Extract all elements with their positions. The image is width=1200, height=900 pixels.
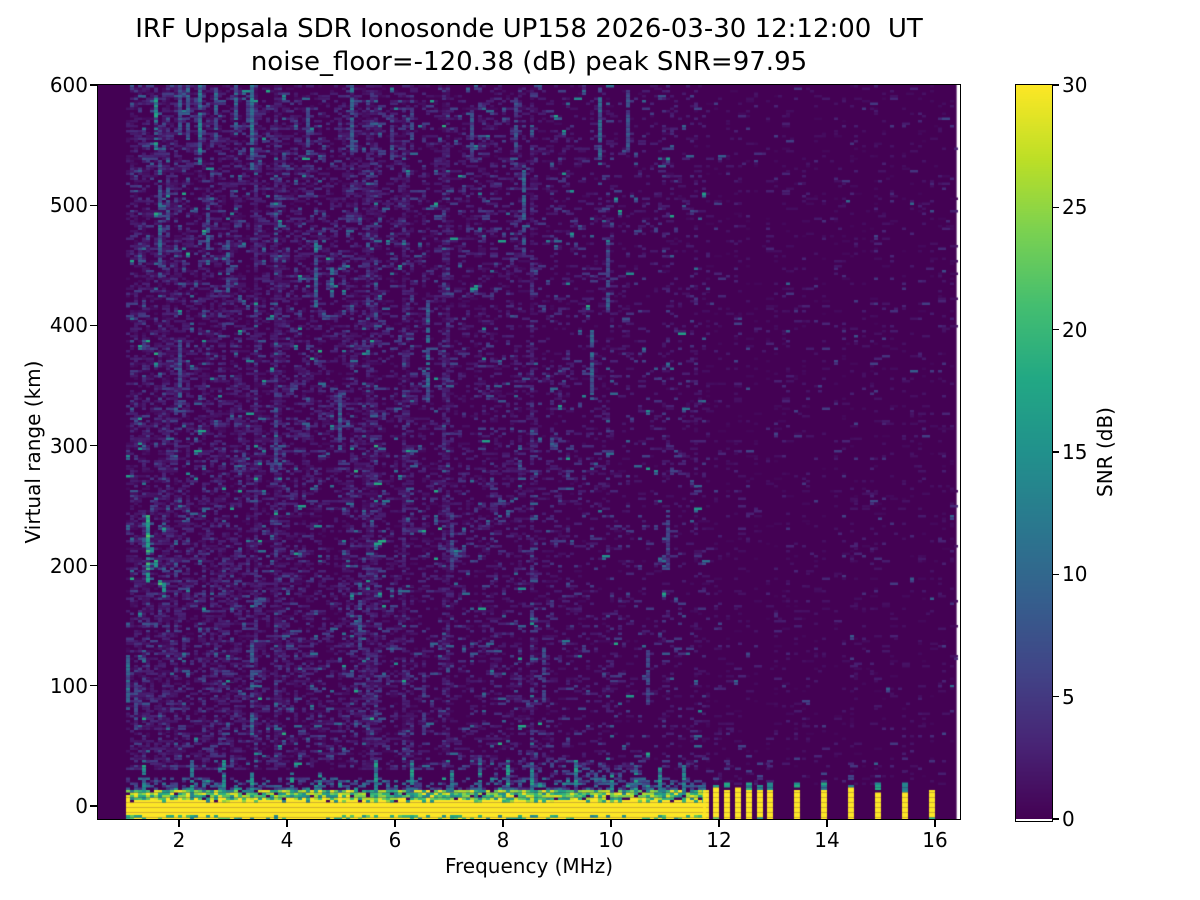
colorbar-tick [1053,573,1059,575]
x-axis-tick-label: 6 [388,828,402,852]
colorbar-tick [1053,84,1059,86]
colorbar-tick-label: 10 [1062,562,1088,587]
y-axis-tick [90,84,97,86]
colorbar-tick-label: 30 [1062,73,1088,97]
colorbar-label: SNR (dB) [1093,407,1117,497]
x-axis-tick-label: 10 [598,828,624,852]
y-axis-tick-label: 100 [49,673,88,698]
colorbar-tick [1053,451,1059,453]
x-axis-tick [718,820,720,827]
y-axis-tick-label: 0 [75,794,88,818]
ionogram-heatmap-canvas [98,85,960,819]
x-axis-tick-label: 2 [172,828,186,852]
colorbar-tick-label: 5 [1062,684,1075,709]
x-axis-tick [934,820,936,827]
colorbar-tick [1053,329,1059,331]
colorbar-tick [1053,696,1059,698]
y-axis-tick [90,204,97,206]
colorbar-gradient-canvas [1016,85,1052,819]
x-axis-label: Frequency (MHz) [444,854,614,878]
y-axis-tick [90,685,97,687]
x-axis-tick [502,820,504,827]
x-axis-tick [178,820,180,827]
x-axis-tick-label: 8 [496,828,510,852]
chart-subtitle: noise_floor=-120.38 (dB) peak SNR=97.95 [250,47,808,77]
colorbar-tick-label: 20 [1062,317,1088,342]
chart-title: IRF Uppsala SDR Ionosonde UP158 2026-03-… [135,14,923,44]
x-axis-tick [610,820,612,827]
y-axis-tick [90,324,97,326]
colorbar-tick [1053,818,1059,820]
x-axis-tick-label: 4 [280,828,294,852]
x-axis-tick [826,820,828,827]
plot-area [97,84,961,820]
x-axis-tick-label: 12 [706,828,732,852]
x-axis-tick [286,820,288,827]
colorbar-tick-label: 25 [1062,195,1088,220]
y-axis-tick [90,444,97,447]
colorbar-tick [1053,206,1059,208]
x-axis-tick-label: 14 [814,828,840,852]
y-axis-tick-label: 600 [49,73,88,97]
colorbar [1015,84,1053,822]
colorbar-tick-label: 15 [1062,440,1088,464]
x-axis-tick-label: 16 [922,828,948,852]
y-axis-tick-label: 500 [49,193,88,218]
colorbar-tick-label: 0 [1062,807,1075,831]
y-axis-tick [90,805,97,807]
y-axis-tick-label: 400 [49,313,88,338]
y-axis-tick-label: 300 [49,433,88,458]
x-axis-tick [394,820,396,827]
y-axis-label: Virtual range (km) [21,360,45,544]
y-axis-tick-label: 200 [49,553,88,578]
y-axis-tick [90,565,97,567]
